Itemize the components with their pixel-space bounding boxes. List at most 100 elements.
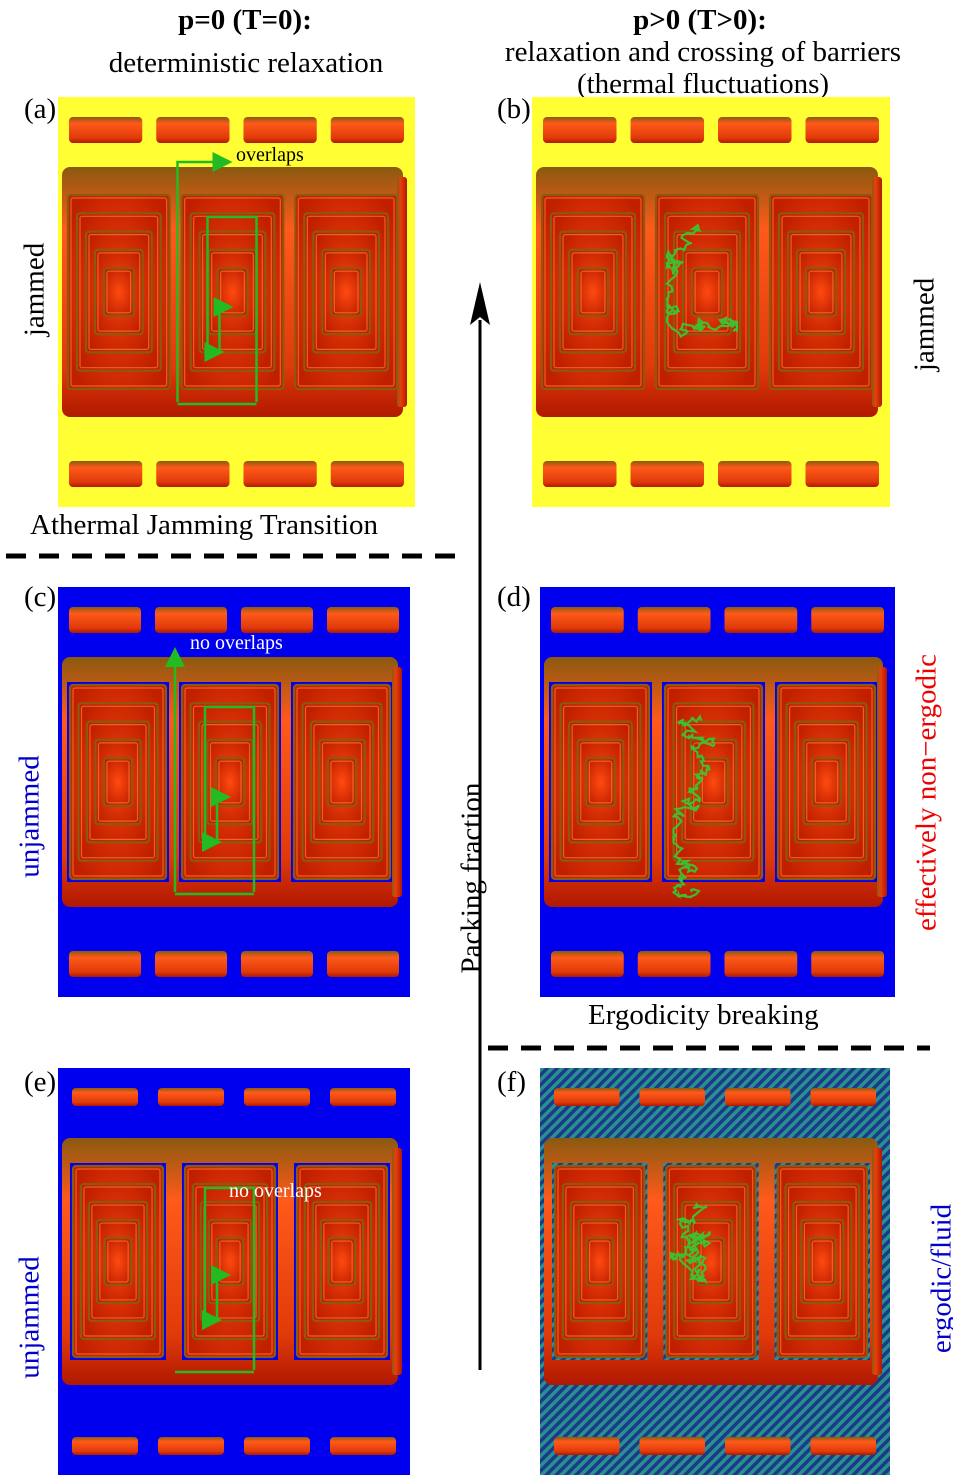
trajectory	[671, 714, 716, 899]
barrier-bottom	[72, 1437, 138, 1455]
barrier-bottom	[241, 951, 313, 977]
right-column-subtitle-line1: relaxation and crossing of barriers	[504, 36, 902, 68]
barrier-bottom	[69, 951, 141, 977]
annotation-overlaps-a: overlaps	[236, 144, 304, 166]
side-label-f: ergodic/fluid	[925, 1203, 953, 1354]
barrier-bottom	[810, 1437, 876, 1455]
annotation-no-overlaps-c: no overlaps	[190, 632, 283, 654]
packing-fraction-label: Packing fraction	[455, 782, 488, 974]
barrier-bottom	[554, 1437, 620, 1455]
panel-e	[58, 1068, 410, 1475]
path-inner	[213, 297, 234, 352]
panel-label-d: (d)	[497, 581, 531, 613]
panel-c	[58, 587, 410, 997]
barrier-bottom	[69, 461, 143, 487]
panel-d	[540, 587, 895, 997]
side-label-d: effectively non−ergodic	[910, 654, 943, 931]
barrier-bottom	[243, 461, 317, 487]
landscape	[544, 1088, 882, 1455]
barrier-bottom	[543, 461, 617, 487]
trajectory	[669, 1202, 712, 1285]
barrier-top	[554, 1088, 620, 1106]
barrier-top	[811, 607, 884, 633]
side-label-c: unjammed	[13, 755, 46, 878]
panel-f	[540, 1068, 890, 1475]
panel-label-a: (a)	[24, 93, 57, 125]
barrier-edge	[877, 667, 887, 897]
barrier-bottom	[811, 951, 884, 977]
side-label-b: jammed	[908, 277, 941, 372]
barrier-top	[543, 117, 617, 143]
barrier-bottom	[724, 951, 798, 977]
trajectory	[165, 647, 256, 896]
path-inner	[211, 787, 231, 842]
right-column-title: p>0 (T>0):	[633, 4, 767, 36]
athermal-transition-label: Athermal Jamming Transition	[30, 509, 378, 541]
barrier-top	[327, 607, 399, 633]
panel-d-figure	[540, 587, 895, 997]
barrier-top	[330, 117, 404, 143]
annotation-no-overlaps-e: no overlaps	[229, 1180, 322, 1202]
barrier-top	[241, 607, 313, 633]
barrier-top	[243, 117, 317, 143]
barrier-bottom	[330, 1437, 396, 1455]
dashed-line-athermal	[6, 553, 455, 559]
barrier-bottom	[551, 951, 624, 977]
barrier-edge	[397, 177, 407, 407]
panel-c-figure	[58, 587, 410, 997]
side-label-a: jammed	[18, 242, 51, 337]
barrier-edge	[872, 1148, 882, 1375]
barrier-top	[805, 117, 879, 143]
barrier-bottom	[637, 951, 711, 977]
barrier-top	[156, 117, 230, 143]
barrier-top	[639, 1088, 705, 1106]
landscape	[62, 1088, 402, 1455]
panel-b	[532, 97, 890, 507]
path-random	[665, 223, 739, 339]
panel-e-figure	[58, 1068, 410, 1475]
barrier-top	[630, 117, 704, 143]
panel-label-b: (b)	[497, 93, 531, 125]
path-spiral	[204, 215, 258, 402]
barrier-top	[158, 1088, 224, 1106]
path-spiral	[202, 705, 256, 892]
right-column-subtitle-line2: (thermal fluctuations)	[576, 68, 830, 100]
barrier-top	[718, 117, 792, 143]
path-inner	[211, 1265, 231, 1320]
panel-a	[58, 97, 415, 507]
trajectory	[176, 152, 258, 406]
barrier-bottom	[327, 951, 399, 977]
barrier-bottom	[155, 951, 227, 977]
barrier-top	[725, 1088, 791, 1106]
barrier-edge	[872, 177, 882, 407]
barrier-bottom	[156, 461, 230, 487]
barrier-top	[69, 117, 143, 143]
side-label-e: unjammed	[13, 1256, 46, 1379]
landscape	[544, 607, 887, 977]
barrier-edge	[392, 667, 402, 897]
barrier-top	[155, 607, 227, 633]
barrier-edge	[392, 1148, 402, 1375]
barrier-top	[637, 607, 711, 633]
barrier-bottom	[639, 1437, 705, 1455]
packing-fraction-arrow	[470, 282, 490, 1370]
trajectory	[665, 223, 739, 339]
path-up	[176, 152, 233, 402]
barrier-bottom	[805, 461, 879, 487]
path-random	[669, 1202, 712, 1285]
left-column-title: p=0 (T=0):	[178, 4, 312, 36]
barrier-top	[810, 1088, 876, 1106]
barrier-bottom	[244, 1437, 310, 1455]
barrier-bottom	[158, 1437, 224, 1455]
panel-label-c: (c)	[24, 581, 57, 613]
panel-label-e: (e)	[24, 1066, 57, 1098]
barrier-top	[69, 607, 141, 633]
barrier-top	[551, 607, 624, 633]
barrier-top	[72, 1088, 138, 1106]
barrier-top	[724, 607, 798, 633]
barrier-bottom	[725, 1437, 791, 1455]
trajectory	[175, 1186, 256, 1374]
panel-b-figure	[532, 97, 890, 507]
left-column-subtitle: deterministic relaxation	[108, 47, 384, 79]
barrier-bottom	[630, 461, 704, 487]
